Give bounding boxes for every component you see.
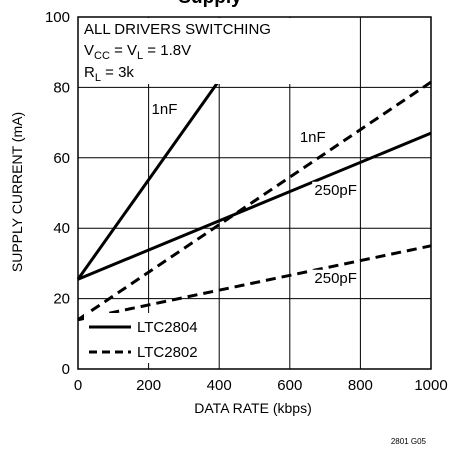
series-ltc2802-1nf-dashed-2 bbox=[77, 80, 432, 321]
annotation-2: 250pF bbox=[314, 182, 357, 199]
annotation-backdrop-2 bbox=[312, 181, 360, 200]
x-axis-label: DATA RATE (kbps) bbox=[194, 400, 311, 416]
legend-label-ltc2804: LTC2804 bbox=[137, 319, 198, 336]
y-tick-20: 20 bbox=[53, 291, 70, 308]
chart-title-fragment: Supply bbox=[178, 0, 242, 8]
annotation-backdrop-3 bbox=[312, 269, 360, 288]
y-axis-label: SUPPLY CURRENT (mA) bbox=[9, 112, 25, 272]
y-tick-40: 40 bbox=[53, 220, 70, 237]
y-tick-80: 80 bbox=[53, 79, 70, 96]
y-tick-100: 100 bbox=[45, 9, 70, 26]
x-tick-1000: 1000 bbox=[414, 377, 447, 394]
figure-code: 2801 G05 bbox=[391, 437, 427, 446]
annotation-backdrop-0 bbox=[149, 100, 180, 119]
conditions-line-2: VCC = VL = 1.8V bbox=[84, 42, 191, 62]
y-tick-60: 60 bbox=[53, 150, 70, 167]
conditions-backdrop bbox=[80, 18, 292, 84]
annotation-0: 1nF bbox=[152, 101, 178, 118]
conditions-line-3: RL = 3k bbox=[84, 64, 134, 84]
annotation-1: 1nF bbox=[300, 129, 326, 146]
x-tick-200: 200 bbox=[136, 377, 161, 394]
x-tick-600: 600 bbox=[277, 377, 302, 394]
series-ltc2802-250pf-dashed-3 bbox=[77, 244, 432, 322]
x-tick-800: 800 bbox=[348, 377, 373, 394]
series-ltc2804-250pf-solid-1 bbox=[77, 131, 432, 281]
x-tick-400: 400 bbox=[207, 377, 232, 394]
plot-frame bbox=[77, 16, 432, 370]
x-tick-labels: 0 200 400 600 800 1000 bbox=[74, 377, 448, 394]
legend: LTC2804 LTC2802 bbox=[84, 313, 198, 363]
x-tick-0: 0 bbox=[74, 377, 82, 394]
legend-label-ltc2802: LTC2802 bbox=[137, 344, 198, 361]
annotation-backdrop-1 bbox=[297, 128, 328, 147]
conditions-line-1: ALL DRIVERS SWITCHING bbox=[84, 21, 271, 38]
y-tick-0: 0 bbox=[62, 361, 70, 378]
legend-backdrop bbox=[84, 313, 192, 363]
annotation-3: 250pF bbox=[314, 270, 357, 287]
y-tick-labels: 0 20 40 60 80 100 bbox=[45, 9, 70, 378]
curve-annotations: 1nF 1nF 250pF 250pF bbox=[149, 100, 360, 288]
